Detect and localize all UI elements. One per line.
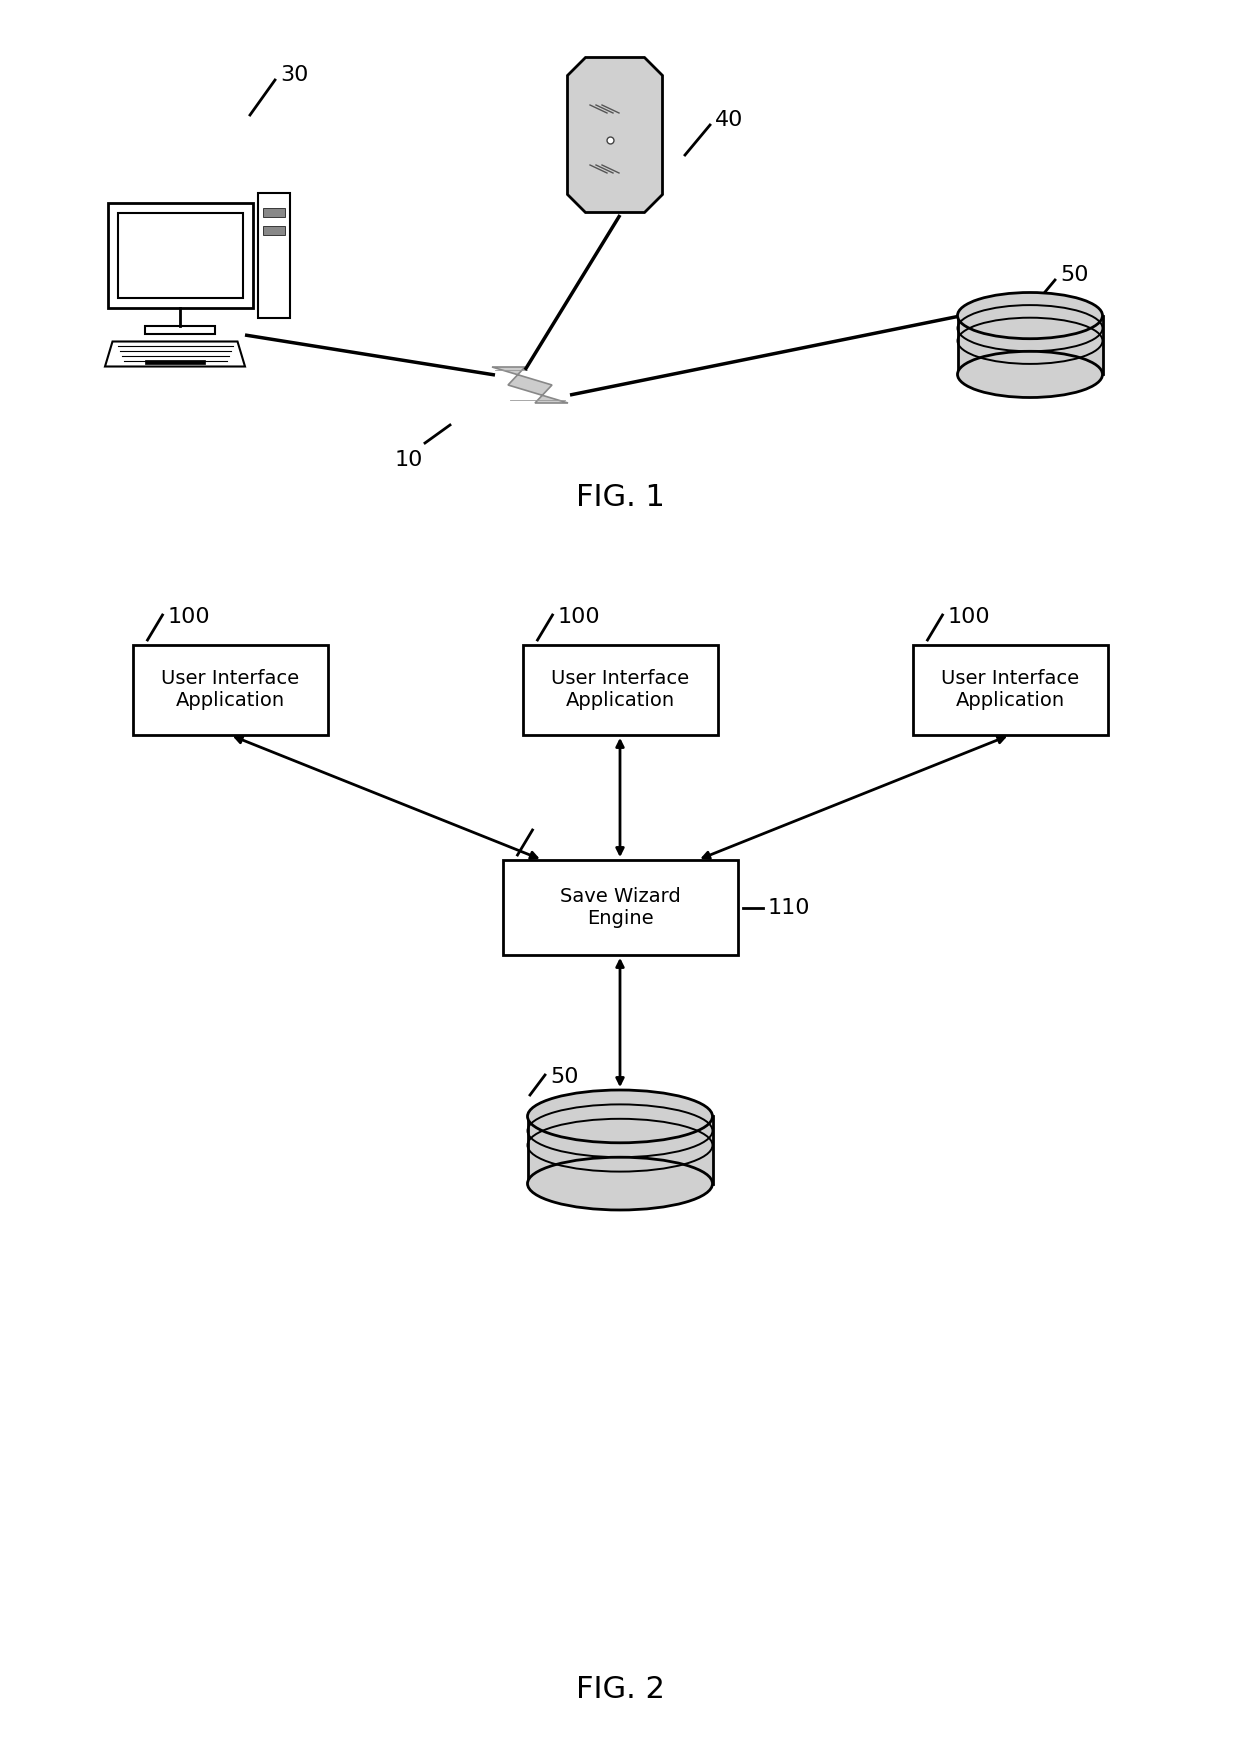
Polygon shape: [957, 315, 1102, 374]
Polygon shape: [522, 646, 718, 735]
Text: 100: 100: [558, 607, 600, 626]
Polygon shape: [133, 646, 327, 735]
Text: 50: 50: [1060, 264, 1089, 285]
Text: 100: 100: [947, 607, 990, 626]
Text: 100: 100: [167, 607, 210, 626]
Polygon shape: [118, 212, 243, 298]
Text: 50: 50: [551, 1068, 579, 1087]
Polygon shape: [258, 192, 289, 317]
Polygon shape: [263, 226, 284, 234]
Ellipse shape: [527, 1090, 713, 1143]
Polygon shape: [502, 859, 738, 956]
Text: FIG. 1: FIG. 1: [575, 483, 665, 513]
Text: FIG. 2: FIG. 2: [575, 1675, 665, 1704]
Polygon shape: [105, 341, 246, 366]
Polygon shape: [568, 58, 662, 212]
Text: 10: 10: [396, 450, 423, 471]
Polygon shape: [263, 208, 284, 217]
Ellipse shape: [957, 352, 1102, 397]
Text: User Interface
Application: User Interface Application: [941, 670, 1079, 710]
Text: User Interface
Application: User Interface Application: [551, 670, 689, 710]
Polygon shape: [492, 368, 568, 402]
Text: User Interface
Application: User Interface Application: [161, 670, 299, 710]
Polygon shape: [527, 1116, 713, 1183]
Polygon shape: [913, 646, 1107, 735]
Polygon shape: [108, 203, 253, 308]
Ellipse shape: [957, 292, 1102, 340]
Text: Save Wizard
Engine: Save Wizard Engine: [559, 887, 681, 928]
Text: 40: 40: [715, 110, 743, 130]
Polygon shape: [145, 326, 215, 334]
Text: 110: 110: [768, 898, 810, 917]
Text: 30: 30: [280, 65, 309, 86]
Ellipse shape: [527, 1157, 713, 1209]
Polygon shape: [145, 359, 205, 364]
